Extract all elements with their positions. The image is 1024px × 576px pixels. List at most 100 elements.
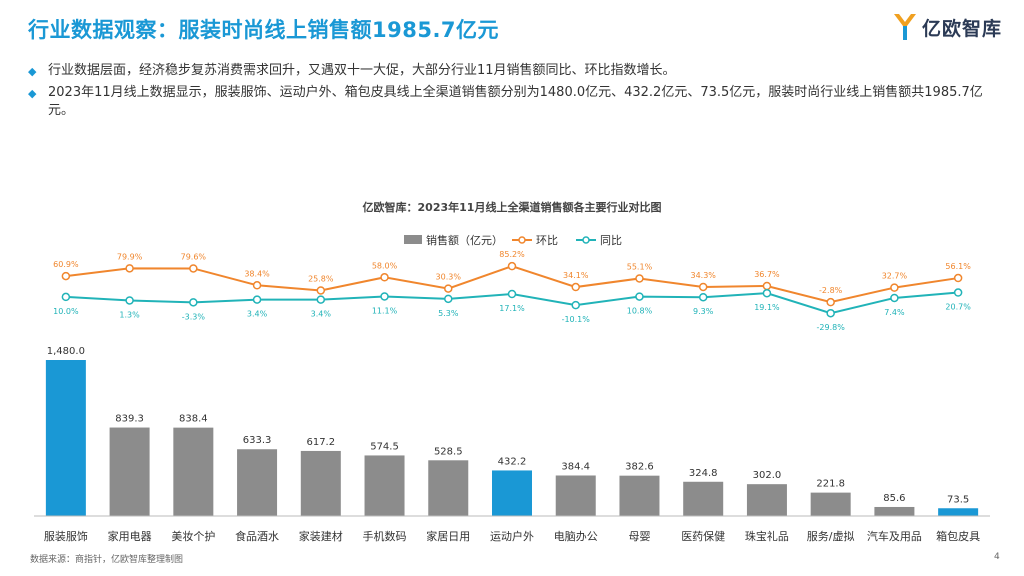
yoy-data-label: 17.1%	[499, 304, 525, 313]
mom-data-label: 38.4%	[244, 269, 270, 278]
mom-data-label: 79.9%	[117, 252, 143, 261]
mom-data-label: 79.6%	[181, 252, 207, 261]
category-tick-label: 美妆个护	[171, 529, 215, 543]
yoy-point	[571, 300, 580, 310]
bullet-text: 2023年11月线上数据显示，服装服饰、运动户外、箱包皮具线上全渠道销售额分别为…	[48, 85, 983, 118]
yoy-data-label: 5.3%	[438, 309, 459, 318]
mom-data-label: 60.9%	[53, 260, 79, 269]
chart-title: 亿欧智库：2023年11月线上全渠道销售额各主要行业对比图	[362, 201, 662, 214]
mom-point	[635, 274, 644, 283]
mom-point	[507, 261, 517, 271]
yoy-point	[444, 294, 453, 304]
category-tick-label: 家用电器	[108, 529, 152, 543]
legend-label-yoy: 同比	[600, 234, 622, 247]
category-tick-label: 手机数码	[363, 529, 407, 543]
mom-point	[444, 284, 453, 293]
logo-text: 亿欧智库	[922, 17, 1003, 40]
bar-value-label: 221.8	[816, 479, 845, 490]
bar-value-label: 324.8	[689, 468, 718, 479]
mom-data-label: 34.3%	[690, 271, 716, 280]
yoy-point	[125, 296, 134, 305]
bar-value-label: 432.2	[498, 456, 527, 467]
mom-point	[61, 271, 71, 281]
yoy-data-label: 20.7%	[945, 303, 971, 312]
bar	[237, 449, 278, 516]
yoy-data-label: -3.3%	[182, 312, 206, 321]
yoy-data-label: 11.1%	[372, 306, 398, 315]
yoy-data-label: 1.3%	[119, 310, 140, 319]
yoy-point	[380, 292, 389, 301]
yoy-point	[635, 292, 644, 301]
yoy-data-label: 3.4%	[311, 310, 332, 319]
bar	[300, 450, 341, 516]
mom-point	[252, 281, 262, 290]
mom-data-label: 34.1%	[563, 271, 589, 280]
bar-value-label: 85.6	[883, 493, 905, 504]
bar	[173, 427, 214, 516]
category-tick-label: 服装服饰	[44, 529, 88, 543]
bar-value-label: 838.4	[179, 414, 208, 425]
logo: 亿欧智库	[892, 12, 1002, 42]
mom-point	[189, 264, 198, 273]
page-title: 行业数据观察：服装时尚线上销售额1985.7亿元	[28, 18, 500, 42]
mom-data-label: 25.8%	[308, 274, 334, 283]
mom-point	[953, 273, 963, 283]
bar-value-label: 1,480.0	[47, 346, 85, 357]
yoy-point	[826, 308, 835, 318]
yoy-point	[189, 298, 198, 307]
mom-data-label: 30.3%	[436, 273, 462, 282]
yoy-data-label: -29.8%	[817, 323, 846, 332]
category-tick-label: 服务/虚拟	[807, 529, 855, 543]
bar-value-label: 839.3	[115, 414, 144, 425]
diamond-bullet-icon: ◆	[28, 87, 37, 100]
bar-value-label: 633.3	[243, 435, 272, 446]
category-tick-label: 食品酒水	[235, 529, 279, 543]
bar	[492, 470, 532, 516]
bar	[683, 481, 724, 516]
yoy-point	[698, 292, 708, 302]
yoy-point	[890, 293, 899, 303]
category-tick-label: 家装建材	[299, 529, 343, 543]
mom-data-label: -2.8%	[819, 286, 843, 295]
yoy-data-label: 19.1%	[754, 303, 780, 312]
bar	[938, 508, 979, 516]
yoy-data-label: 9.3%	[693, 307, 714, 316]
bar	[109, 427, 150, 516]
yoy-point	[252, 295, 262, 304]
category-tick-label: 母婴	[628, 530, 650, 543]
bar	[746, 484, 787, 516]
bullet-text: 行业数据层面，经济稳步复苏消费需求回升，又遇双十一大促，大部分行业11月销售额同…	[48, 63, 676, 78]
mom-data-label: 32.7%	[882, 272, 908, 281]
category-tick-label: 家居日用	[426, 529, 470, 543]
bar	[555, 475, 596, 516]
diamond-bullet-icon: ◆	[28, 65, 37, 78]
mom-point	[698, 282, 708, 292]
category-tick-label: 箱包皮具	[936, 529, 980, 543]
category-tick-label: 珠宝礼品	[745, 529, 789, 543]
category-tick-label: 医药保健	[681, 529, 725, 543]
bar-value-label: 302.0	[753, 470, 782, 481]
legend-mom-marker	[518, 236, 526, 244]
bullet-list: ◆ 行业数据层面，经济稳步复苏消费需求回升，又遇双十一大促，大部分行业11月销售…	[28, 62, 998, 123]
legend-yoy-marker	[582, 236, 590, 244]
yoy-data-label: 7.4%	[884, 308, 905, 317]
bar	[874, 506, 915, 516]
category-tick-label: 运动户外	[490, 529, 534, 543]
page-number: 4	[994, 552, 1000, 562]
bar	[45, 360, 86, 516]
mom-point	[762, 281, 772, 291]
bullet-item: ◆ 行业数据层面，经济稳步复苏消费需求回升，又遇双十一大促，大部分行业11月销售…	[28, 62, 998, 81]
bar	[364, 455, 405, 516]
yoy-data-label: 10.0%	[53, 307, 79, 316]
category-tick-label: 汽车及用品	[867, 529, 922, 543]
mom-point	[571, 282, 580, 292]
bar-value-label: 382.6	[625, 462, 654, 473]
legend-label-mom: 环比	[536, 234, 558, 247]
bar-value-label: 528.5	[434, 446, 463, 457]
bar	[428, 460, 469, 516]
mom-data-label: 58.0%	[372, 261, 398, 270]
mom-data-label: 55.1%	[627, 262, 653, 271]
mom-data-label: 56.1%	[945, 262, 971, 271]
bar-value-label: 574.5	[370, 441, 399, 452]
